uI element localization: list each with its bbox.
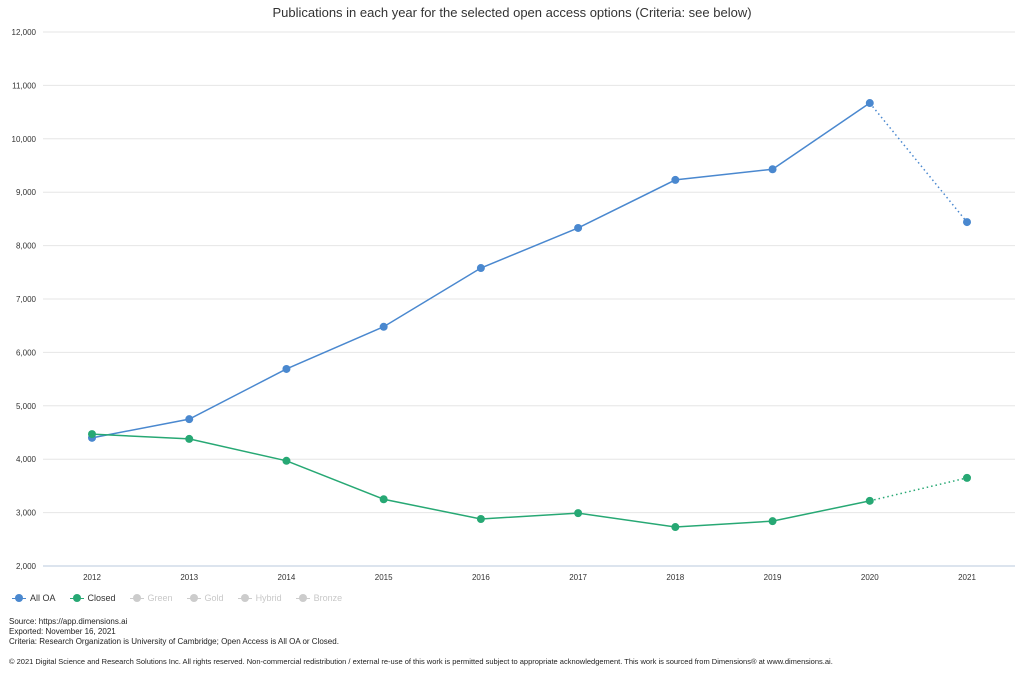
data-point-all-oa: [865, 99, 874, 108]
legend-marker-icon: [295, 594, 310, 602]
copyright-text: © 2021 Digital Science and Research Solu…: [9, 657, 833, 666]
data-point-all-oa: [379, 322, 388, 331]
data-point-all-oa: [574, 223, 583, 232]
data-point-closed: [476, 515, 485, 524]
legend-label: Hybrid: [255, 593, 282, 603]
y-tick-label: 10,000: [12, 135, 37, 144]
legend-marker-icon: [129, 594, 144, 602]
x-tick-label: 2018: [666, 573, 684, 582]
legend-marker-icon: [69, 594, 84, 602]
exported-text: Exported: November 16, 2021: [9, 627, 116, 636]
x-tick-label: 2021: [958, 573, 976, 582]
x-tick-label: 2013: [180, 573, 198, 582]
legend: All OA Closed Green Gold Hybrid Bronze: [12, 593, 342, 603]
y-tick-label: 9,000: [16, 188, 37, 197]
y-tick-label: 2,000: [16, 562, 37, 571]
source-text: Source: https://app.dimensions.ai: [9, 617, 128, 626]
legend-item-green[interactable]: Green: [129, 593, 173, 603]
data-point-closed: [768, 517, 777, 526]
legend-item-bronze[interactable]: Bronze: [295, 593, 343, 603]
series-line-projected-closed: [869, 477, 968, 502]
legend-label: Bronze: [313, 593, 343, 603]
y-tick-label: 6,000: [16, 348, 37, 357]
y-tick-label: 11,000: [12, 81, 36, 90]
data-point-all-oa: [671, 175, 680, 184]
footer: Source: https://app.dimensions.ai Export…: [9, 617, 339, 647]
data-point-all-oa: [768, 165, 777, 174]
legend-item-closed[interactable]: Closed: [69, 593, 116, 603]
line-chart: 2,000 3,000 4,000 5,000 6,000 7,000 8,000 9,000…: [12, 28, 1015, 582]
data-point-closed: [865, 496, 874, 505]
criteria-text: Criteria: Research Organization is Unive…: [9, 637, 339, 646]
legend-item-hybrid[interactable]: Hybrid: [237, 593, 282, 603]
x-tick-label: 2020: [861, 573, 879, 582]
y-tick-label: 12,000: [12, 28, 37, 37]
x-tick-label: 2016: [472, 573, 490, 582]
data-point-closed: [88, 430, 96, 439]
x-tick-label: 2012: [83, 573, 101, 582]
data-point-all-oa: [476, 264, 485, 273]
data-point-closed: [282, 456, 291, 465]
y-tick-label: 7,000: [16, 295, 37, 304]
y-tick-label: 8,000: [16, 242, 37, 251]
legend-label: Gold: [204, 593, 224, 603]
chart-title: Publications in each year for the select…: [272, 5, 752, 20]
x-tick-label: 2019: [764, 573, 782, 582]
data-point-closed: [185, 434, 194, 443]
data-point-all-oa: [282, 364, 291, 373]
legend-label: Closed: [87, 593, 116, 603]
x-tick-label: 2017: [569, 573, 587, 582]
x-tick-label: 2015: [375, 573, 393, 582]
data-point-all-oa: [963, 218, 971, 227]
x-tick-label: 2014: [278, 573, 296, 582]
y-tick-label: 5,000: [16, 402, 37, 411]
data-point-closed: [574, 509, 583, 518]
series-line-projected-all-oa: [869, 102, 968, 223]
y-tick-label: 3,000: [16, 509, 37, 518]
data-point-closed: [379, 495, 388, 504]
legend-label: Green: [147, 593, 173, 603]
data-point-closed: [671, 523, 680, 532]
legend-item-gold[interactable]: Gold: [186, 593, 224, 603]
data-point-all-oa: [185, 415, 194, 424]
legend-marker-icon: [12, 594, 26, 602]
data-point-closed: [963, 473, 971, 482]
legend-label: All OA: [30, 593, 56, 603]
legend-marker-icon: [186, 594, 201, 602]
legend-item-all-oa[interactable]: All OA: [12, 593, 56, 603]
y-tick-label: 4,000: [16, 455, 37, 464]
legend-marker-icon: [237, 594, 252, 602]
